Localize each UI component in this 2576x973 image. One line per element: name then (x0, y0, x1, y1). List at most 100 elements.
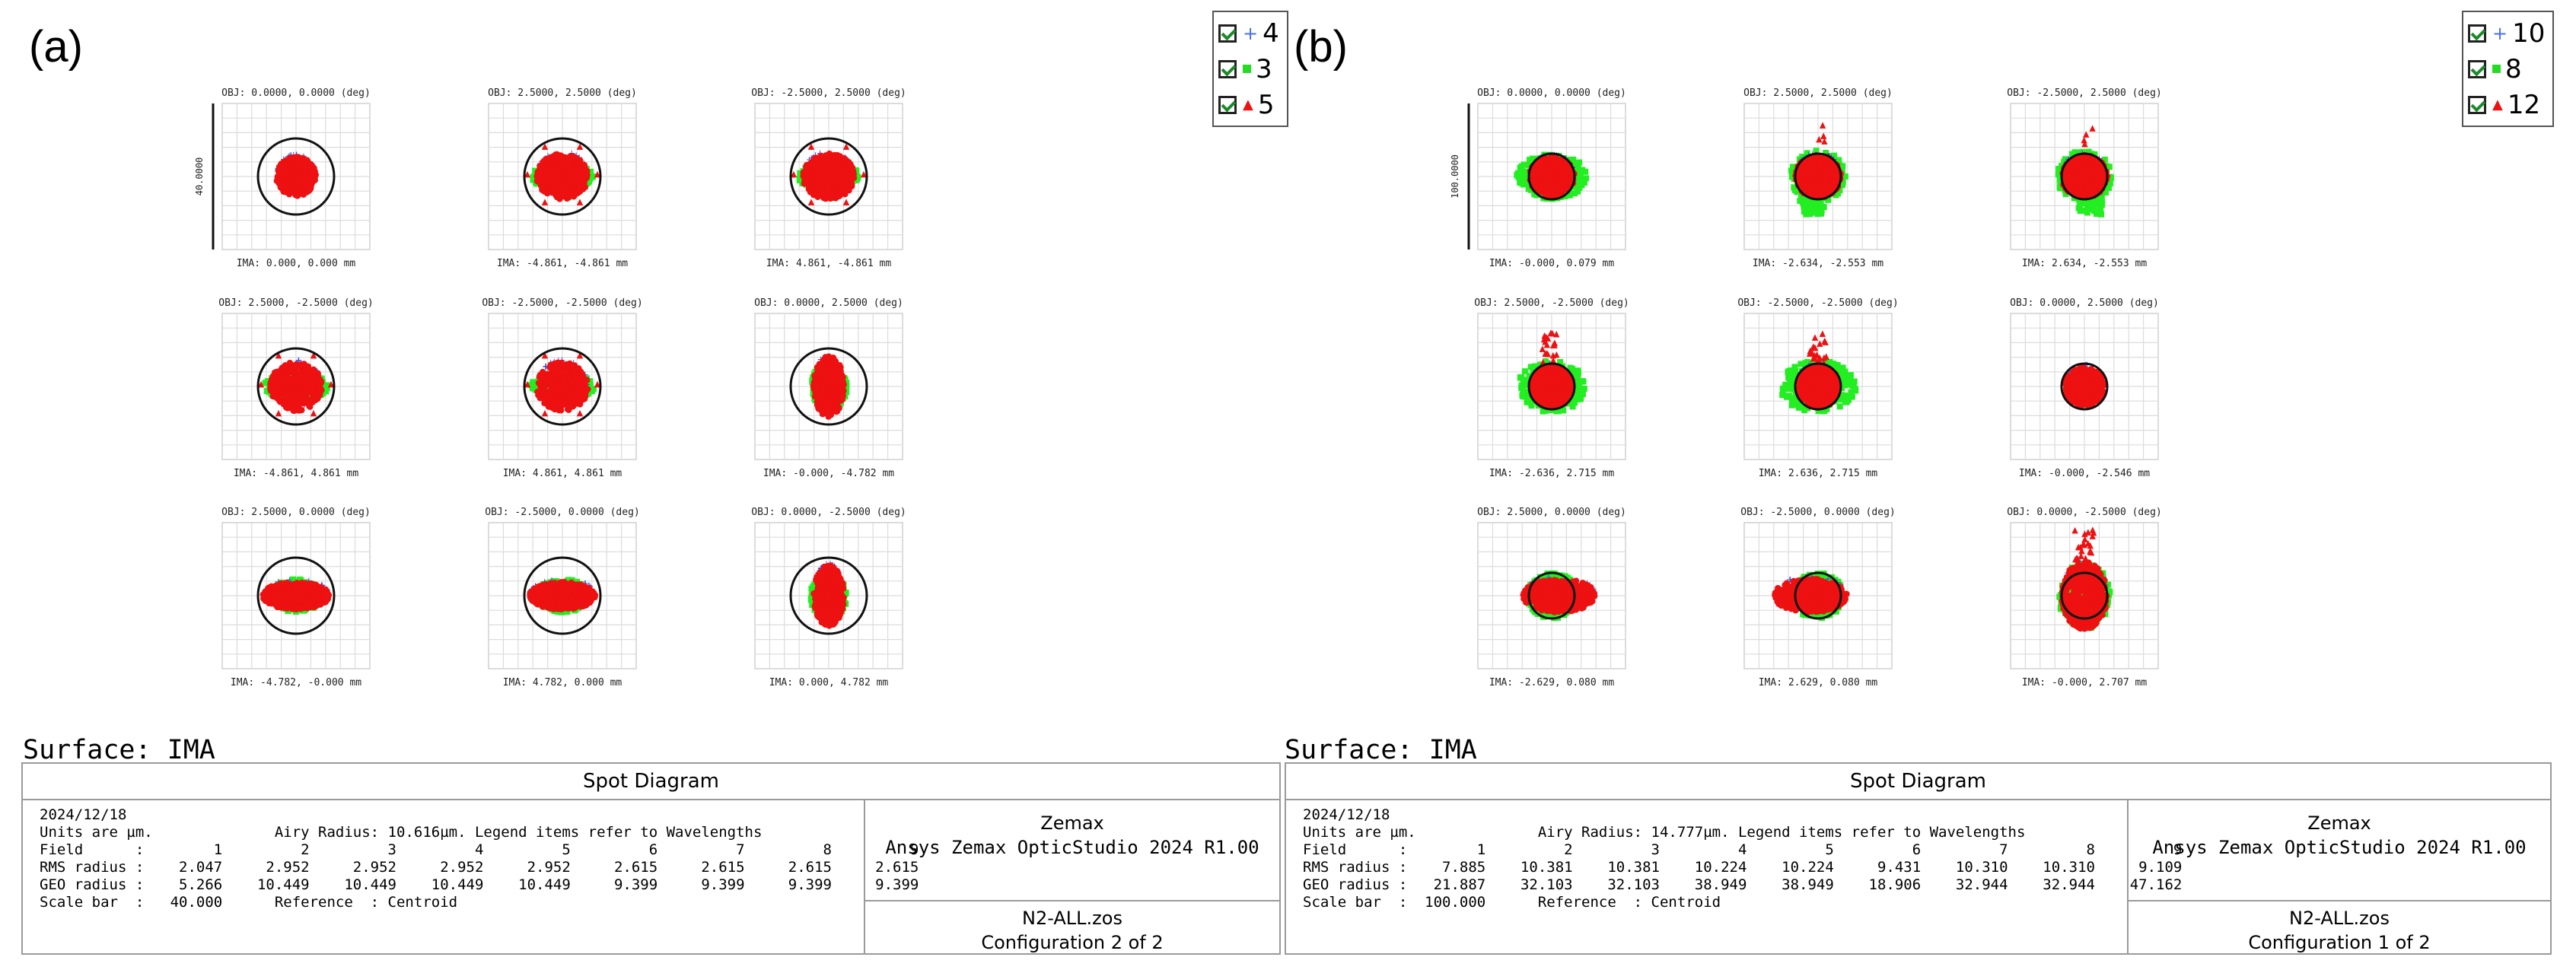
spot-point-red-spike: ▲ (542, 408, 549, 418)
spot-point-red (820, 157, 826, 164)
obj-label: OBJ: 2.5000, -2.5000 (deg) (218, 297, 374, 309)
product-name: Ansys Zemax OpticStudio 2024 R1.00 (2152, 837, 2527, 858)
surface-label-a: Surface: IMA (23, 735, 215, 765)
spot-point-red (285, 582, 293, 589)
spot-point-red (291, 155, 298, 162)
spot-point-red (820, 361, 827, 367)
spot-point-red (829, 168, 836, 176)
spot-point-red (584, 386, 591, 393)
spot-point-red (809, 176, 816, 183)
ima-label: IMA: 0.000, 0.000 mm (237, 258, 356, 269)
spot-point-red (291, 374, 298, 382)
spot-point-red (552, 158, 559, 166)
spot-point-red-spike: ▲ (577, 408, 584, 418)
checkbox-icon[interactable] (1218, 95, 1237, 114)
spot-point-red (263, 597, 269, 605)
spot-point-red (292, 596, 299, 603)
airy-circle (256, 137, 336, 216)
spot-point-red (827, 162, 835, 169)
spot-point-red (274, 603, 281, 611)
spot-point-red (810, 168, 818, 176)
legend-label: 4 (1263, 17, 1279, 49)
spot-point-red (307, 173, 314, 180)
spot-point-red (293, 383, 301, 390)
legend-item[interactable]: ▲ 12 (2468, 87, 2545, 122)
panel-b-tag: (b) (1294, 22, 1348, 72)
spot-point-red (551, 183, 559, 190)
spot-point-red (807, 189, 814, 196)
obj-label: OBJ: 0.0000, 0.0000 (deg) (221, 87, 371, 99)
file-name: N2-ALL.zos (2289, 908, 2390, 929)
checkbox-icon[interactable] (2468, 59, 2486, 78)
spot-point-red (581, 161, 588, 169)
config-label: Configuration 1 of 2 (2248, 932, 2431, 953)
spot-point-red (822, 354, 829, 361)
spot-point-red (562, 174, 570, 182)
spot-point-red (294, 176, 301, 183)
spot-point-red (311, 369, 318, 376)
spot-point-red (279, 595, 285, 602)
info-lines: 2024/12/18 Units are µm. Airy Radius: 14… (1303, 806, 2182, 911)
spot-point-red (567, 393, 574, 400)
info-box-a: Spot Diagram 2024/12/18 Units are µm. Ai… (21, 762, 1281, 955)
ima-label: IMA: -4.861, -4.861 mm (497, 258, 628, 269)
spot-point-red (822, 393, 829, 401)
ima-label: IMA: 4.861, -4.861 mm (766, 258, 892, 269)
spot-point-red (306, 389, 313, 396)
info-line: Units are µm. Airy Radius: 14.777µm. Leg… (1303, 824, 2026, 841)
spot-point-red (294, 583, 301, 590)
info-line: Field : 1 2 3 4 5 6 7 8 9 (40, 841, 919, 858)
info-line: GEO radius : 5.266 10.449 10.449 10.449 … (40, 876, 919, 893)
spot-point-red (301, 161, 308, 168)
file-block: N2-ALL.zos Configuration 1 of 2 (2129, 901, 2550, 953)
spot-point-red (810, 155, 817, 162)
obj-label: OBJ: 2.5000, 0.0000 (deg) (221, 507, 371, 518)
spot-point-red (824, 399, 832, 407)
spot-point-red (552, 375, 560, 382)
spot-point-red (836, 167, 843, 174)
spot-point-red (832, 405, 839, 412)
spot-point-red (268, 379, 275, 386)
spot-point-red-spike: ▲ (808, 196, 815, 206)
checkbox-icon[interactable] (2468, 95, 2486, 114)
spot-point-red-spike: ▲ (542, 196, 549, 206)
checkbox-icon[interactable] (2468, 24, 2486, 43)
spot-point-red (311, 393, 319, 400)
spot-point-red (286, 367, 294, 374)
legend-item[interactable]: 3 (1218, 51, 1279, 87)
spot-point-red (582, 377, 589, 383)
spot-point-red (314, 383, 322, 390)
spot-point-red (315, 374, 322, 381)
legend-item[interactable]: 8 (2468, 51, 2545, 87)
legend-item[interactable]: +4 (1218, 15, 1279, 51)
spot-point-red (824, 181, 832, 189)
spot-point-red (300, 191, 307, 198)
spot-point-red (538, 391, 546, 398)
legend-item[interactable]: ▲ 5 (1218, 87, 1279, 122)
spot-point-red (285, 157, 291, 164)
legend-a: +4 3 ▲ 5 (1212, 11, 1288, 127)
info-line: Scale bar : 40.000 Reference : Centroid (40, 894, 458, 911)
spot-point-red (553, 193, 561, 201)
spot-point-red (300, 183, 307, 190)
spot-point-red (814, 192, 821, 199)
checkbox-icon[interactable] (1218, 59, 1237, 78)
vendor-block: Zemax Ansys Zemax OpticStudio 2024 R1.00 (865, 799, 1279, 901)
legend-item[interactable]: +10 (2468, 15, 2545, 51)
info-title: Spot Diagram (1286, 764, 2550, 800)
config-label: Configuration 2 of 2 (981, 932, 1164, 953)
info-line: Scale bar : 100.000 Reference : Centroid (1303, 894, 1721, 911)
spot-point-red (574, 392, 581, 399)
triangle-marker-icon: ▲ (1243, 97, 1253, 113)
triangle-marker-icon: ▲ (2492, 97, 2503, 113)
spot-point-red (825, 409, 832, 415)
spot-point-red (274, 583, 282, 590)
spot-point-red (844, 186, 851, 193)
spot-point-red (563, 361, 570, 368)
spot-point-red (537, 170, 544, 177)
spot-point-red (815, 395, 822, 402)
spot-point-red (568, 180, 575, 186)
spot-point-red (534, 178, 541, 185)
checkbox-icon[interactable] (1218, 24, 1237, 43)
